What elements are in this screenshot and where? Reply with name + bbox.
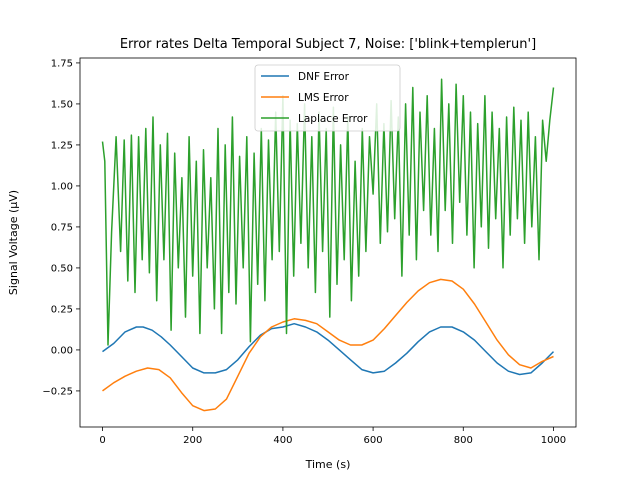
legend-label-2: Laplace Error xyxy=(298,113,368,125)
legend: DNF Error LMS Error Laplace Error xyxy=(254,64,401,132)
y-tick-label: 1.75 xyxy=(51,58,73,69)
y-axis: −0.25 0.00 0.25 0.50 0.75 1.00 1.25 1.50 1.75 xyxy=(42,58,80,397)
y-axis-label: Signal Voltage (μV) xyxy=(7,190,20,295)
series-line-2 xyxy=(101,78,555,346)
legend-label-0: DNF Error xyxy=(298,71,350,83)
x-tick-label: 1000 xyxy=(541,435,566,446)
y-tick-label: 0.25 xyxy=(51,304,73,315)
x-tick-label: 400 xyxy=(273,435,292,446)
series-line-1 xyxy=(102,278,554,412)
x-tick-label: 200 xyxy=(183,435,202,446)
plot-lines xyxy=(101,78,555,412)
chart-title: Error rates Delta Temporal Subject 7, No… xyxy=(120,37,536,52)
y-tick-label: 1.50 xyxy=(51,99,73,110)
legend-box xyxy=(254,64,401,132)
y-tick-label: 0.75 xyxy=(51,222,73,233)
x-tick-label: 600 xyxy=(364,435,383,446)
x-axis-label: Time (s) xyxy=(305,458,351,471)
y-tick-label: 0.50 xyxy=(51,263,73,274)
x-tick-label: 0 xyxy=(99,435,105,446)
legend-label-1: LMS Error xyxy=(298,92,349,104)
y-tick-label: −0.25 xyxy=(42,386,73,397)
x-tick-label: 800 xyxy=(454,435,473,446)
y-tick-label: 1.00 xyxy=(51,181,73,192)
x-axis: 0 200 400 600 800 1000 xyxy=(99,427,566,446)
y-tick-label: 0.00 xyxy=(51,345,73,356)
series-line-0 xyxy=(102,322,555,376)
plot-frame xyxy=(79,57,577,428)
y-tick-label: 1.25 xyxy=(51,140,73,151)
